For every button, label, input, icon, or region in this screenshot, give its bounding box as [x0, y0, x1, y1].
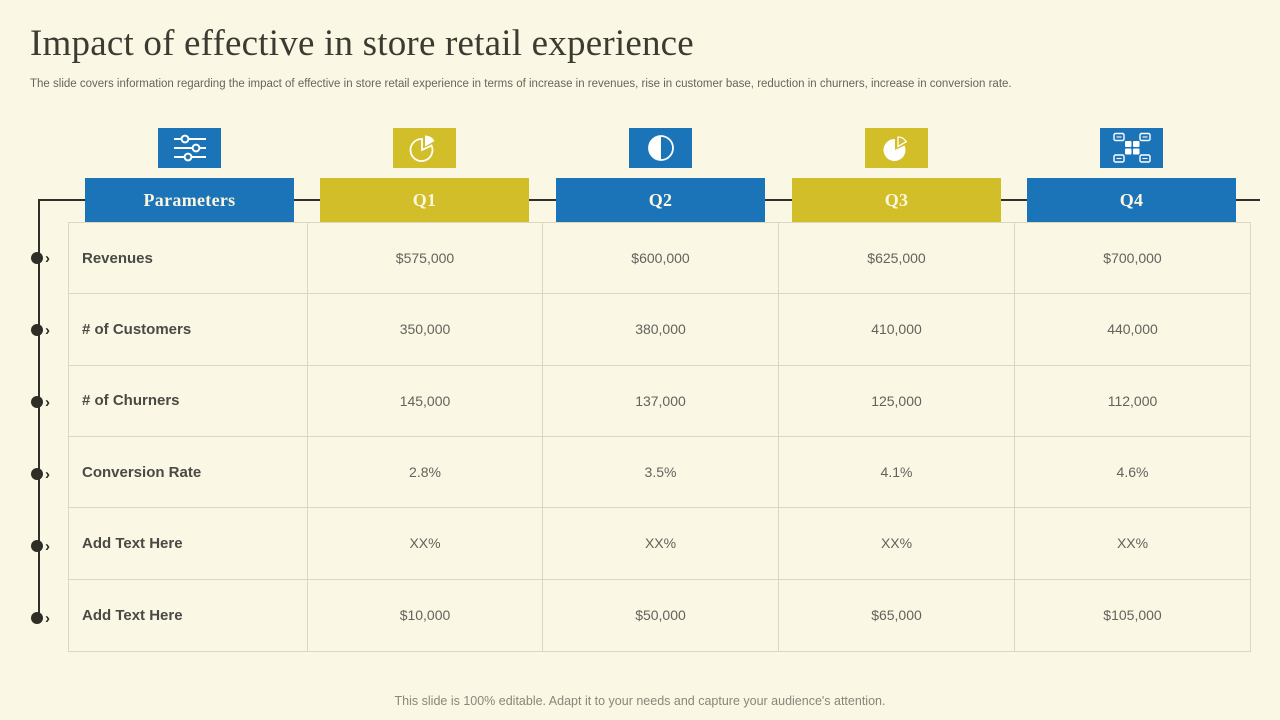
value-cell: $50,000 [543, 579, 779, 651]
table-header-q4: Q4 [1027, 178, 1236, 222]
pie-solid-icon-tile [865, 128, 928, 168]
row-label-cell: # of Customers [69, 294, 308, 366]
row-bullet [31, 322, 50, 338]
value-cell: 4.6% [1015, 437, 1250, 509]
quadrant-blocks-icon-tile [1100, 128, 1163, 168]
row-bullet [31, 610, 50, 626]
value-cell: 410,000 [779, 294, 1015, 366]
pie-chart-exploded-outline-icon [409, 135, 435, 162]
sliders-icon [173, 134, 206, 162]
row-label-cell: Conversion Rate [69, 437, 308, 509]
left-connector-line [38, 200, 40, 619]
row-bullet [31, 466, 50, 482]
editable-note: This slide is 100% editable. Adapt it to… [394, 694, 886, 708]
sliders-icon-tile [158, 128, 221, 168]
value-cell: XX% [1015, 508, 1250, 580]
value-cell: XX% [543, 508, 779, 580]
bullet-chevron-icon [45, 467, 50, 482]
value-cell: XX% [779, 508, 1015, 580]
value-cell: 4.1% [779, 437, 1015, 509]
value-cell: $700,000 [1015, 223, 1250, 295]
value-cell: $105,000 [1103, 607, 1162, 624]
value-cell: $600,000 [543, 223, 779, 295]
row-bullet [31, 394, 50, 410]
row-bullet [31, 250, 50, 266]
table-header-parameters: Parameters [85, 178, 294, 222]
bullet-dot-icon [31, 252, 43, 264]
bullet-chevron-icon [45, 539, 50, 554]
value-cell: 125,000 [779, 365, 1015, 437]
value-cell: 440,000 [1015, 294, 1250, 366]
row-label-cell: Revenues [69, 223, 308, 295]
value-cell: 350,000 [308, 294, 543, 366]
value-cell: 112,000 [1015, 366, 1250, 437]
page-title: Impact of effective in store retail expe… [30, 23, 694, 64]
bullet-dot-icon [31, 612, 43, 624]
bullet-chevron-icon [45, 395, 50, 410]
header-label: Parameters [143, 189, 236, 210]
bullet-chevron-icon [45, 323, 50, 338]
value-cell: $575,000 [308, 223, 543, 295]
row-label-cell: Add Text Here [69, 579, 308, 651]
value-cell: $65,000 [779, 579, 1015, 651]
row-label-cell: # of Churners [69, 365, 308, 437]
pie-chart-icon-tile [393, 128, 456, 168]
bullet-dot-icon [31, 468, 43, 480]
row-label-cell: Add Text Here [69, 508, 308, 580]
header-label: Q2 [648, 189, 673, 210]
header-label: Q3 [884, 189, 909, 210]
row-bullet [31, 538, 50, 554]
value-cell: 137,000 [543, 365, 779, 437]
value-cell: XX% [308, 508, 543, 580]
table-header-q1: Q1 [320, 178, 529, 222]
value-cell: 3.5% [543, 437, 779, 509]
bullet-chevron-icon [45, 611, 50, 626]
value-cell: $625,000 [779, 223, 1015, 295]
bullet-dot-icon [31, 324, 43, 336]
bullet-chevron-icon [45, 251, 50, 266]
bullet-dot-icon [31, 396, 43, 408]
slide-subtitle: The slide covers information regarding t… [30, 78, 1012, 90]
quadrant-blocks-icon [1112, 132, 1151, 163]
header-label: Q1 [412, 189, 437, 210]
value-cell: $10,000 [308, 579, 543, 651]
table-header-q3: Q3 [792, 178, 1001, 222]
pie-chart-solid-icon [882, 136, 907, 161]
half-filled-circle-icon [647, 135, 674, 161]
value-cell: 2.8% [308, 437, 543, 509]
value-cell: 380,000 [543, 294, 779, 366]
half-circle-icon-tile [629, 128, 692, 168]
value-cell: 145,000 [308, 365, 543, 437]
bullet-dot-icon [31, 540, 43, 552]
header-label: Q4 [1119, 189, 1144, 210]
table-header-q2: Q2 [556, 178, 765, 222]
data-table: Revenues $575,000 $600,000 $625,000 $700… [68, 222, 1251, 652]
